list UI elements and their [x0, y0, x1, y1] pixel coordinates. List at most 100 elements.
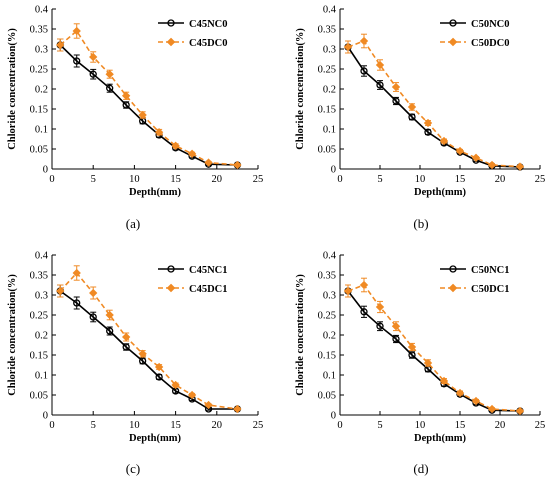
y-tick-label: 0	[331, 411, 336, 422]
chart-panel-1: 0 0.05 0.1 0.15 0.2 0.25 0.3 0.35 0.4 0 5 10 15 20 25 D…	[7, 5, 263, 232]
data-point	[154, 362, 164, 372]
data-point	[424, 128, 432, 136]
y-tick-label: 0.1	[323, 371, 336, 382]
data-point	[138, 349, 147, 358]
data-point	[122, 343, 130, 351]
data-point	[187, 149, 197, 158]
y-tick-label: 0.2	[323, 331, 336, 342]
data-point	[155, 373, 163, 381]
data-point	[233, 404, 242, 414]
legend-marker	[166, 283, 176, 293]
data-point	[73, 57, 81, 65]
series-line	[59, 44, 238, 166]
data-point	[376, 322, 384, 330]
data-point	[391, 82, 401, 92]
series-C45NC1	[56, 284, 242, 413]
data-point	[106, 84, 114, 92]
x-tick-label: 10	[415, 174, 426, 185]
data-point	[423, 118, 433, 128]
legend-label: C50DC0	[471, 38, 510, 49]
data-point	[121, 91, 131, 100]
data-point	[375, 302, 385, 312]
series-C50NC0	[344, 40, 524, 171]
y-tick-label: 0.25	[30, 311, 48, 322]
y-tick-label: 0.05	[318, 391, 336, 402]
x-tick-label: 20	[495, 420, 506, 431]
data-point	[455, 388, 465, 398]
x-tick-label: 10	[129, 174, 140, 185]
data-point	[187, 390, 197, 400]
x-tick-label: 20	[212, 420, 223, 431]
data-point	[233, 160, 242, 170]
legend-marker	[167, 19, 175, 27]
x-tick-label: 15	[455, 174, 466, 185]
data-point	[487, 404, 497, 414]
legend-label: C45DC0	[189, 38, 228, 49]
data-point	[72, 26, 81, 36]
y-tick-label: 0.4	[323, 5, 337, 16]
data-point	[408, 351, 416, 359]
chart-panel-3: 0 0.05 0.1 0.15 0.2 0.25 0.3 0.35 0.4 0 5 10 15 20 25 D…	[7, 251, 263, 477]
y-tick-label: 0.05	[30, 391, 48, 402]
data-point	[359, 280, 369, 290]
legend: C50NC1 C50DC1	[440, 265, 510, 295]
data-point	[515, 162, 525, 171]
series-C50NC1	[344, 284, 524, 415]
data-point	[171, 141, 180, 150]
data-point	[105, 310, 114, 320]
y-tick-label: 0.05	[318, 145, 336, 156]
data-point	[439, 136, 449, 146]
series-line	[347, 46, 521, 168]
chart-panel-2: 0 0.05 0.1 0.15 0.2 0.25 0.3 0.35 0.4 0 5 10 15 20 25 D…	[295, 5, 545, 232]
data-point	[204, 158, 213, 167]
x-tick-label: 0	[49, 174, 54, 185]
legend-label: C45NC1	[189, 265, 228, 276]
series-C50DC1	[343, 277, 525, 416]
x-tick-label: 15	[170, 174, 181, 185]
data-point	[89, 313, 97, 321]
y-axis-title: Chloride concentration(%)	[7, 28, 18, 150]
y-tick-label: 0.35	[30, 25, 48, 36]
y-tick-label: 0.2	[323, 85, 336, 96]
data-point	[204, 400, 213, 410]
x-tick-label: 10	[415, 420, 426, 431]
series-line	[59, 29, 238, 166]
series-line	[347, 40, 521, 168]
series-line	[59, 290, 238, 410]
data-point	[89, 70, 97, 78]
y-tick-label: 0.35	[318, 25, 336, 36]
y-axis-title: Chloride concentration(%)	[295, 274, 306, 396]
data-point	[515, 406, 525, 416]
y-tick-label: 0.4	[35, 251, 49, 262]
legend-marker	[449, 265, 457, 273]
legend-marker	[448, 283, 458, 293]
data-point	[122, 101, 130, 109]
y-tick-label: 0.3	[35, 291, 48, 302]
x-tick-label: 0	[49, 420, 54, 431]
y-tick-label: 0.05	[30, 145, 48, 156]
panel-caption: (d)	[413, 461, 428, 476]
x-tick-label: 5	[91, 174, 96, 185]
y-tick-label: 0.35	[30, 271, 48, 282]
data-point	[154, 128, 164, 137]
y-tick-label: 0.3	[323, 45, 336, 56]
data-point	[343, 286, 353, 296]
data-point	[105, 70, 114, 79]
data-point	[392, 97, 400, 105]
y-tick-label: 0	[43, 165, 48, 176]
legend-label: C45NC0	[189, 19, 228, 30]
y-tick-label: 0.35	[318, 271, 336, 282]
x-tick-label: 10	[129, 420, 140, 431]
legend: C45NC1 C45DC1	[158, 265, 228, 295]
data-point	[375, 60, 385, 70]
data-point	[407, 102, 417, 112]
y-axis-title: Chloride concentration(%)	[295, 28, 306, 150]
data-point	[455, 146, 465, 156]
data-point	[423, 358, 433, 368]
data-point	[73, 299, 81, 307]
data-point	[392, 335, 400, 343]
x-tick-label: 20	[495, 174, 506, 185]
series-line	[347, 290, 521, 412]
y-tick-label: 0.2	[35, 331, 48, 342]
